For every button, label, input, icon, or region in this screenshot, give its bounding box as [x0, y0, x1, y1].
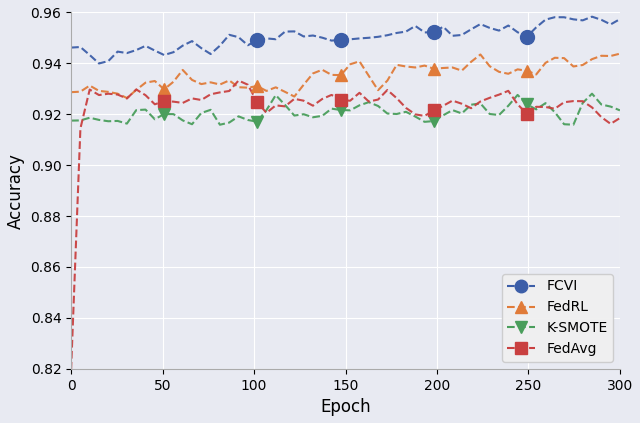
Y-axis label: Accuracy: Accuracy — [7, 153, 25, 228]
X-axis label: Epoch: Epoch — [320, 398, 371, 416]
Legend: FCVI, FedRL, K-SMOTE, FedAvg: FCVI, FedRL, K-SMOTE, FedAvg — [502, 274, 613, 362]
